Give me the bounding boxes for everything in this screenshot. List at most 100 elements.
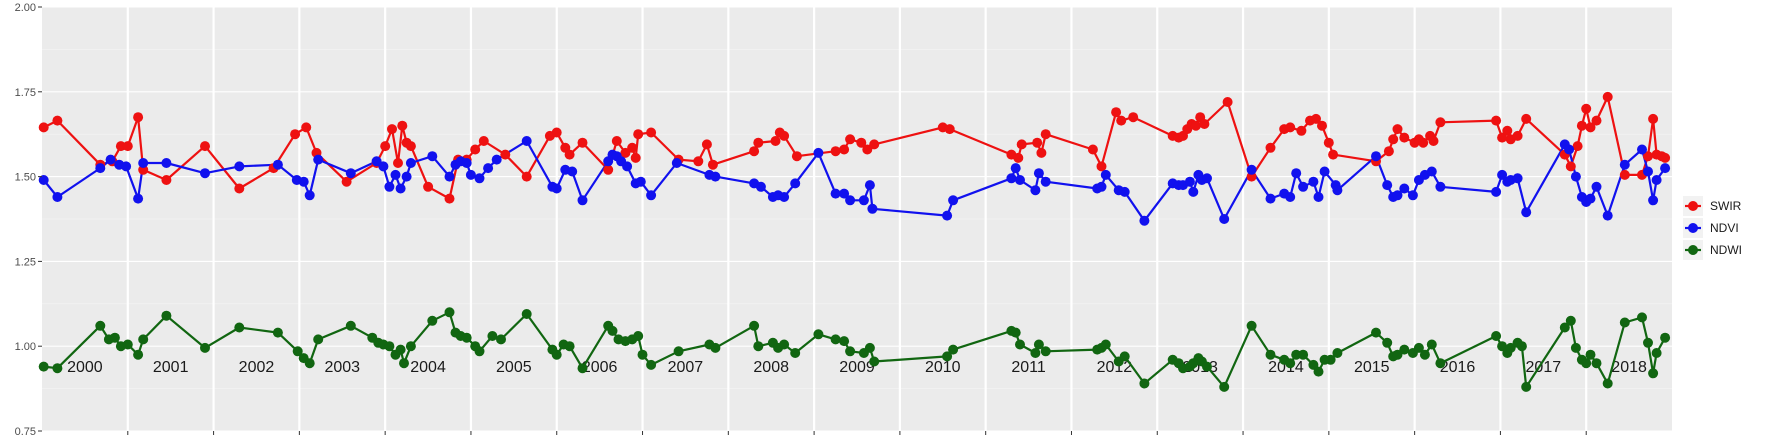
ndwi-point (1660, 332, 1671, 343)
ndwi-point (345, 320, 356, 331)
ndwi-point (577, 363, 588, 374)
swir-point (1013, 152, 1024, 163)
ndwi-point (1399, 344, 1410, 355)
ndvi-point (1030, 185, 1041, 196)
swir-point (856, 137, 867, 148)
year-label: 2001 (153, 359, 189, 376)
ndwi-point (551, 349, 562, 360)
swir-point (603, 164, 614, 175)
legend-label-swir: SWIR (1710, 199, 1742, 213)
ndvi-point (622, 161, 633, 172)
ndwi-line (43, 311, 1667, 388)
ndvi-point (465, 169, 476, 180)
year-label: 2018 (1611, 359, 1647, 376)
ndvi-point (1265, 193, 1276, 204)
ndvi-point (1619, 159, 1630, 170)
ndvi-point (1512, 173, 1523, 184)
swir-point (627, 142, 638, 153)
swir-point (791, 151, 802, 162)
ndwi-point (830, 334, 841, 345)
swir-point (393, 158, 403, 168)
ndwi-point (38, 361, 49, 372)
ndvi-point (790, 178, 801, 189)
ndwi-point (487, 331, 498, 341)
ndwi-point (864, 342, 875, 353)
ndvi-point (1564, 144, 1575, 155)
ndvi-point (491, 154, 502, 165)
swir-point (839, 144, 850, 155)
ndvi-point (401, 171, 412, 182)
ndwi-point (272, 327, 283, 338)
ndvi-point (577, 195, 588, 206)
swir-point (869, 139, 880, 150)
ndvi-point (1100, 169, 1111, 180)
ndwi-point (1591, 358, 1602, 369)
ndwi-point (790, 348, 801, 358)
ndvi-point (138, 158, 149, 168)
swir-point (707, 159, 718, 170)
ndwi-point (304, 358, 315, 369)
swir-point (633, 129, 644, 140)
ndwi-point (1413, 342, 1424, 353)
ndvi-point (105, 154, 116, 165)
ndvi-point (52, 192, 63, 202)
legend-point-ndwi (1688, 245, 1698, 255)
swir-point (1222, 97, 1233, 107)
ndvi-point (1643, 166, 1653, 177)
ndwi-point (521, 309, 532, 319)
swir-point (1190, 120, 1201, 131)
ndvi-point (864, 180, 875, 191)
swir-point (1660, 152, 1671, 163)
ndwi-point (1570, 342, 1581, 353)
ndvi-point (1426, 166, 1437, 177)
ndwi-point (1435, 358, 1446, 369)
ndwi-point (813, 329, 824, 340)
ndwi-point (1651, 348, 1662, 358)
ndwi-point (474, 346, 485, 357)
ndvi-point (551, 183, 562, 194)
ndwi-point (646, 359, 657, 370)
year-label: 2010 (925, 359, 961, 376)
year-label: 2011 (1011, 359, 1046, 376)
ndwi-point (395, 344, 406, 355)
year-label: 2002 (239, 359, 275, 376)
year-label: 2005 (496, 359, 532, 376)
ndvi-point (395, 183, 406, 194)
ndvi-point (1033, 168, 1044, 179)
ndvi-point (405, 158, 416, 168)
ndvi-point (1010, 163, 1021, 174)
ndwi-point (749, 320, 760, 331)
ndwi-point (673, 346, 684, 357)
swir-point (1285, 122, 1296, 133)
swir-point (1040, 129, 1051, 140)
swir-point (234, 183, 245, 194)
legend-point-swir (1688, 201, 1698, 211)
ndwi-point (1581, 358, 1592, 369)
ndwi-point (1100, 339, 1111, 350)
ndvi-point (1139, 215, 1150, 226)
swir-point (1383, 146, 1394, 157)
ndvi-point (1435, 181, 1446, 192)
ndwi-point (1202, 361, 1212, 372)
swir-point (551, 127, 562, 138)
swir-point (564, 149, 575, 160)
swir-point (646, 127, 657, 138)
swir-point (779, 130, 790, 141)
ndvi-point (671, 158, 682, 168)
ndwi-point (607, 325, 618, 336)
ndvi-point (1371, 151, 1381, 162)
ndwi-point (564, 341, 575, 352)
swir-point (1036, 147, 1047, 158)
ndvi-point (1382, 180, 1393, 191)
ndvi-point (1119, 186, 1130, 197)
x-axis (127, 431, 1587, 435)
ndwi-point (200, 342, 210, 353)
ndvi-point (1651, 175, 1662, 185)
swir-point (200, 141, 210, 152)
ndwi-point (461, 332, 472, 343)
swir-point (862, 144, 873, 155)
swir-point (1388, 134, 1399, 145)
ndvi-point (378, 161, 389, 172)
y-axis: 0.75 1.00 1.25 1.50 1.75 2.00 (15, 2, 42, 438)
ndvi-point (845, 195, 856, 206)
